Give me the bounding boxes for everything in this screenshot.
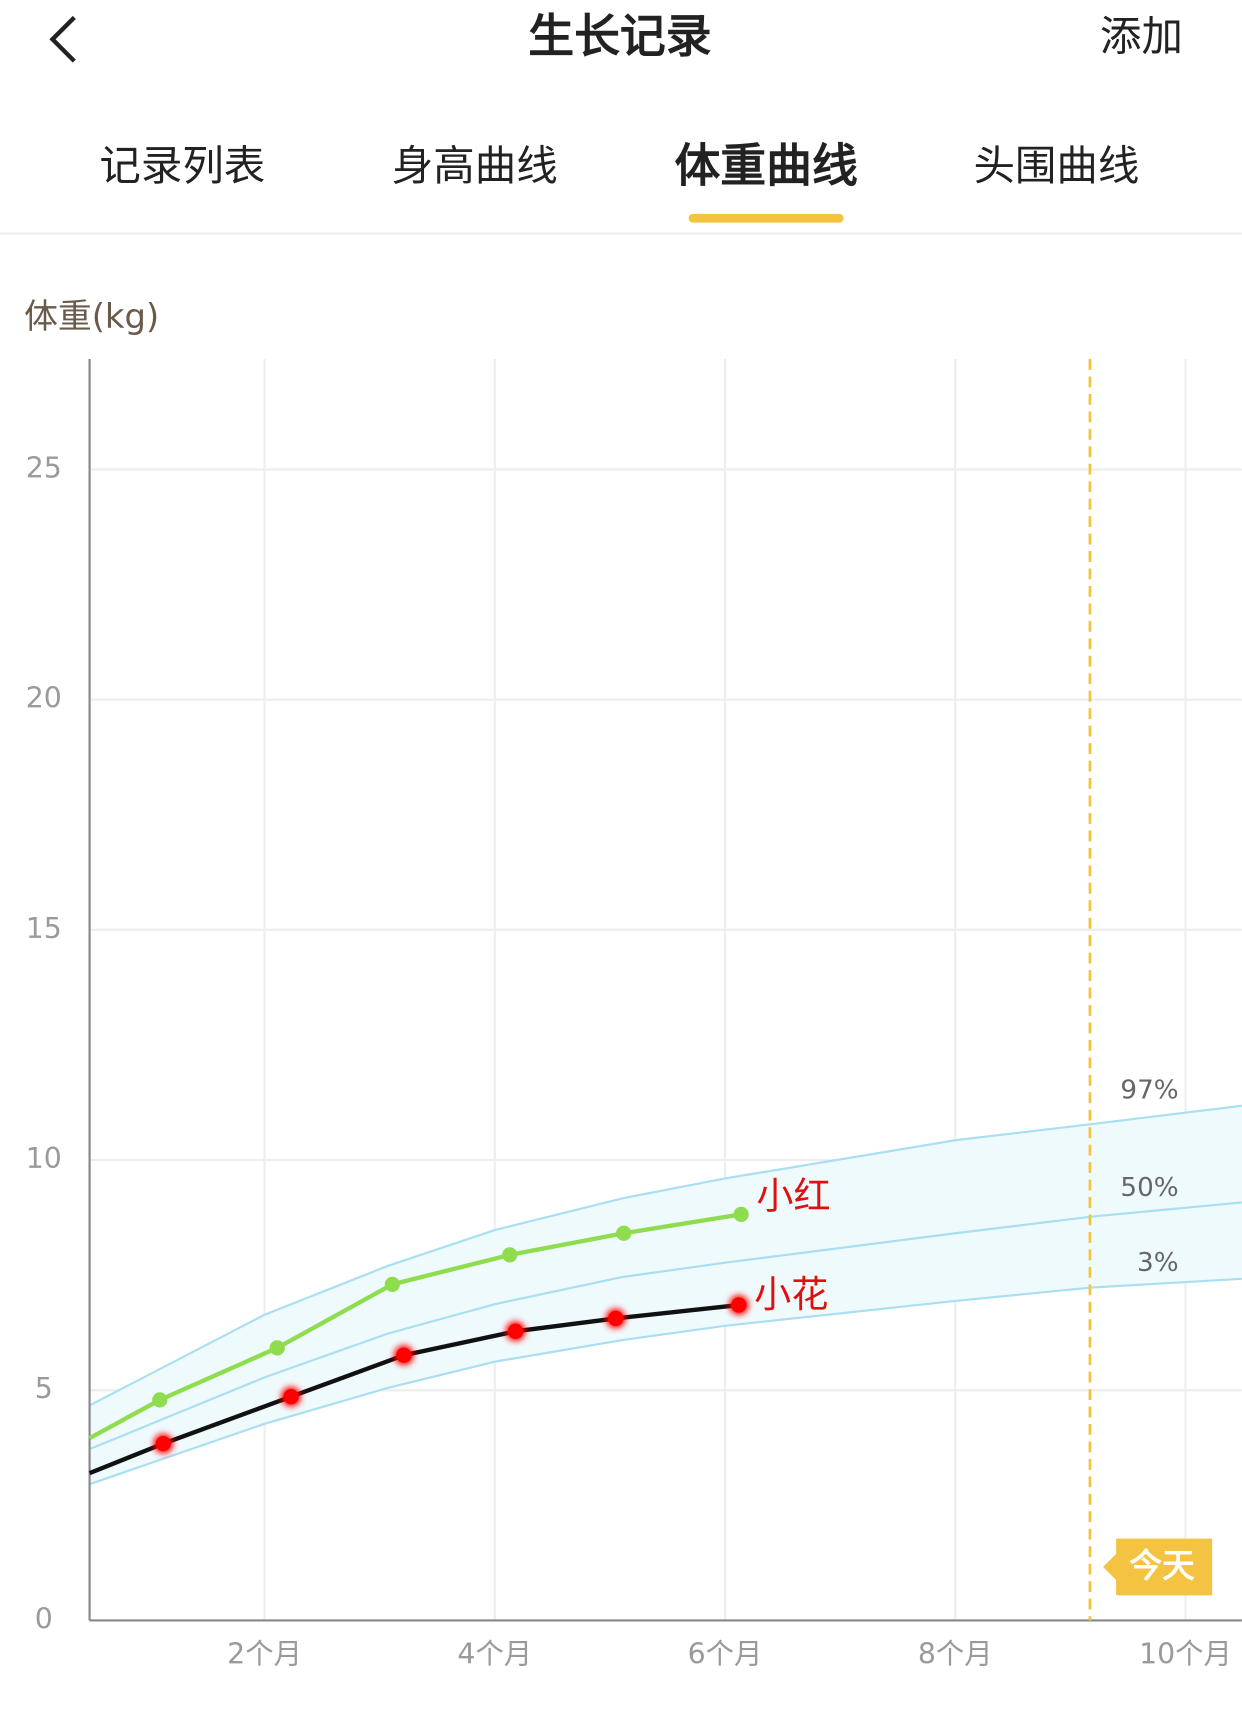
series-label: 小红 bbox=[756, 1175, 830, 1218]
tab[interactable]: 身高曲线 bbox=[392, 142, 558, 190]
tab[interactable]: 记录列表 bbox=[99, 142, 265, 190]
percentile-label: 50% bbox=[1120, 1173, 1178, 1203]
x-tick-label: 10个月 bbox=[1139, 1637, 1232, 1670]
percentile-line bbox=[89, 1201, 1242, 1451]
y-tick-label: 10 bbox=[26, 1142, 62, 1175]
data-point bbox=[384, 1276, 400, 1292]
y-tick-label: 0 bbox=[35, 1602, 53, 1635]
data-point bbox=[502, 1247, 518, 1263]
data-point bbox=[507, 1323, 524, 1339]
tab[interactable]: 体重曲线 bbox=[674, 139, 857, 193]
back-button[interactable] bbox=[49, 15, 76, 63]
data-point bbox=[152, 1392, 168, 1408]
tab-indicator bbox=[688, 213, 844, 223]
data-point bbox=[616, 1225, 632, 1241]
y-tick-label: 20 bbox=[26, 682, 62, 715]
data-point bbox=[396, 1347, 412, 1363]
data-point bbox=[608, 1310, 624, 1327]
add-button[interactable]: 添加 bbox=[1100, 12, 1183, 60]
x-tick-label: 4个月 bbox=[457, 1637, 532, 1670]
y-axis-label: 体重(kg) bbox=[24, 297, 159, 336]
data-point bbox=[733, 1206, 749, 1223]
data-point bbox=[269, 1340, 285, 1356]
tab[interactable]: 头围曲线 bbox=[973, 142, 1139, 190]
percentile-label: 3% bbox=[1137, 1248, 1179, 1278]
today-badge bbox=[1103, 1538, 1213, 1596]
percentile-label: 97% bbox=[1120, 1076, 1178, 1106]
y-tick-label: 5 bbox=[35, 1372, 53, 1405]
today-label: 今天 bbox=[1129, 1547, 1195, 1585]
percentile-line bbox=[89, 1104, 1242, 1407]
y-tick-label: 15 bbox=[26, 912, 62, 945]
data-point bbox=[155, 1436, 171, 1452]
data-point bbox=[283, 1389, 299, 1405]
x-tick-label: 6个月 bbox=[688, 1637, 763, 1670]
data-point bbox=[731, 1297, 747, 1313]
page-title: 生长记录 bbox=[528, 9, 711, 63]
x-tick-label: 8个月 bbox=[918, 1637, 993, 1670]
series-label: 小花 bbox=[754, 1273, 828, 1316]
percentile-band bbox=[89, 1105, 1242, 1485]
x-tick-label: 2个月 bbox=[227, 1637, 302, 1670]
percentile-line bbox=[89, 1277, 1242, 1486]
tab-bar: 记录列表 身高曲线 体重曲线 头围曲线 bbox=[99, 139, 1139, 223]
y-tick-label: 25 bbox=[26, 451, 62, 484]
